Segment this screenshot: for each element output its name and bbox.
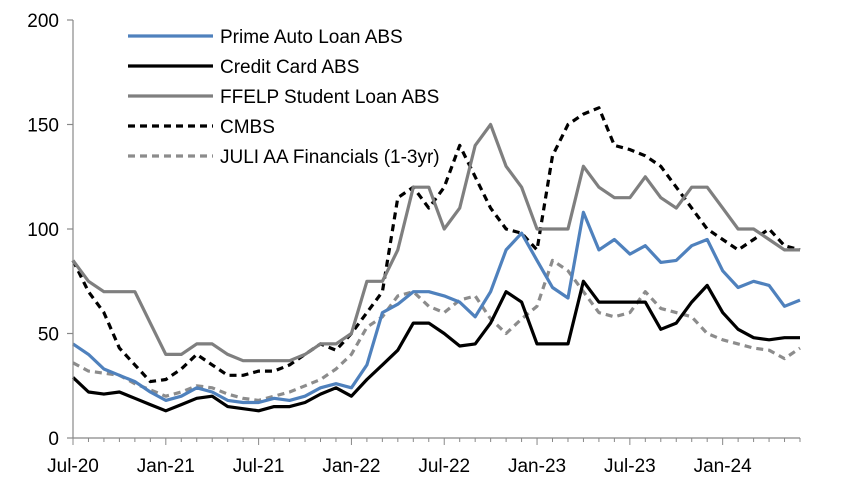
series-line-prime-auto-loan-abs bbox=[72, 210, 801, 405]
y-tick-label: 150 bbox=[27, 116, 59, 137]
series-line-cmbs bbox=[71, 106, 801, 384]
y-tick-label: 200 bbox=[27, 11, 59, 32]
series-line-ffelp-student-loan-abs bbox=[71, 122, 800, 363]
x-tick-label: Jul-21 bbox=[233, 456, 285, 477]
legend-label: Credit Card ABS bbox=[220, 57, 359, 78]
legend-entry-cmbs: CMBS bbox=[128, 117, 275, 138]
legend-entry-credit-card-abs: Credit Card ABS bbox=[128, 57, 359, 78]
series-line-credit-card-abs bbox=[71, 279, 800, 413]
x-tick-label: Jan-24 bbox=[694, 456, 753, 477]
axes-layer: 0 50 100 150 200 Jul-20 Jan-21 Jul-21 Jan-22 Jul-… bbox=[27, 11, 801, 477]
series-line-juli-aa-financials-1-3yr bbox=[72, 258, 801, 402]
x-tick-label: Jul-23 bbox=[604, 456, 656, 477]
legend-label: FFELP Student Loan ABS bbox=[220, 87, 439, 108]
series-layer bbox=[71, 106, 801, 413]
y-tick-label: 0 bbox=[48, 429, 59, 450]
legend: Prime Auto Loan ABS Credit Card ABS FFELP … bbox=[128, 27, 440, 168]
y-tick-label: 50 bbox=[38, 325, 59, 346]
x-tick-label: Jan-23 bbox=[508, 456, 566, 477]
legend-entry-prime-auto-loan-abs: Prime Auto Loan ABS bbox=[128, 27, 403, 48]
x-tick-label: Jan-21 bbox=[137, 456, 195, 477]
legend-entry-ffelp-student-loan-abs: FFELP Student Loan ABS bbox=[128, 87, 439, 108]
y-tick-label: 100 bbox=[27, 220, 59, 241]
x-tick-label: Jan-22 bbox=[322, 456, 380, 477]
legend-label: Prime Auto Loan ABS bbox=[220, 27, 403, 48]
x-tick-label: Jul-22 bbox=[418, 456, 470, 477]
legend-label: JULI AA Financials (1-3yr) bbox=[220, 147, 440, 168]
legend-entry-juli-aa-financials-1-3yr: JULI AA Financials (1-3yr) bbox=[128, 147, 440, 168]
x-tick-label: Jul-20 bbox=[47, 456, 99, 477]
legend-label: CMBS bbox=[220, 117, 275, 138]
